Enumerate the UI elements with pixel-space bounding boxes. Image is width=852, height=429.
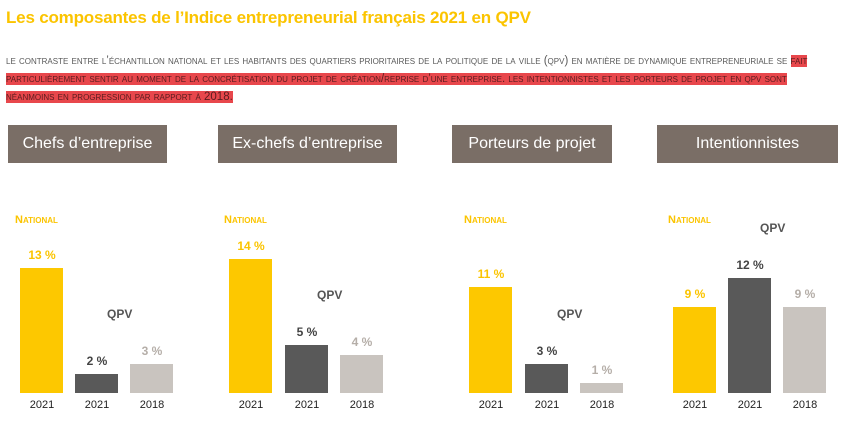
year-label: 2021 xyxy=(478,399,504,411)
value-label: 1 % xyxy=(591,363,613,378)
chart-header: Chefs d’entreprise xyxy=(8,125,167,163)
value-label: 4 % xyxy=(351,334,373,349)
year-label: 2018 xyxy=(589,399,615,411)
bar xyxy=(285,345,328,393)
value-label: 5 % xyxy=(296,325,318,339)
qpv-label: QPV xyxy=(107,307,133,322)
value-label: 12 % xyxy=(736,257,764,272)
value-label: 11 % xyxy=(477,267,505,282)
national-label: National xyxy=(464,214,507,226)
intro-part: Le contraste entre l’échantillon nationa… xyxy=(6,55,791,67)
year-label: 2021 xyxy=(534,399,560,411)
year-label: 2018 xyxy=(792,399,818,411)
bar xyxy=(783,306,826,393)
bar xyxy=(673,306,716,393)
bar xyxy=(20,268,63,393)
year-label: 2021 xyxy=(294,399,320,411)
value-label: 14 % xyxy=(237,238,265,253)
page-title: Les composantes de l’Indice entrepreneur… xyxy=(6,8,531,27)
national-label: National xyxy=(15,214,58,226)
value-label: 3 % xyxy=(141,344,163,359)
qpv-label: QPV xyxy=(760,220,786,235)
bar xyxy=(469,287,512,393)
year-label: 2021 xyxy=(238,399,264,411)
bar xyxy=(340,354,383,393)
bar xyxy=(580,383,623,393)
national-label: National xyxy=(668,214,711,226)
chart-header: Porteurs de projet xyxy=(452,125,612,163)
year-label: 2021 xyxy=(84,399,110,411)
chart-header: Intentionnistes xyxy=(657,125,838,163)
value-label: 9 % xyxy=(794,286,816,301)
value-label: 13 % xyxy=(28,248,56,263)
year-label: 2018 xyxy=(349,399,375,411)
bar xyxy=(728,277,771,393)
value-label: 3 % xyxy=(536,344,558,359)
value-label: 2 % xyxy=(86,353,108,368)
year-label: 2021 xyxy=(682,399,708,411)
bar xyxy=(525,364,568,393)
year-label: 2021 xyxy=(29,399,55,411)
qpv-label: QPV xyxy=(557,307,583,322)
bar xyxy=(130,364,173,393)
intro-text: Le contraste entre l’échantillon nationa… xyxy=(6,52,836,106)
bar xyxy=(229,258,272,393)
year-label: 2018 xyxy=(139,399,165,411)
national-label: National xyxy=(224,214,267,226)
qpv-label: QPV xyxy=(317,288,343,302)
year-label: 2021 xyxy=(737,399,763,411)
chart-header: Ex-chefs d’entreprise xyxy=(218,125,397,163)
bar xyxy=(75,373,118,393)
value-label: 9 % xyxy=(684,286,706,301)
